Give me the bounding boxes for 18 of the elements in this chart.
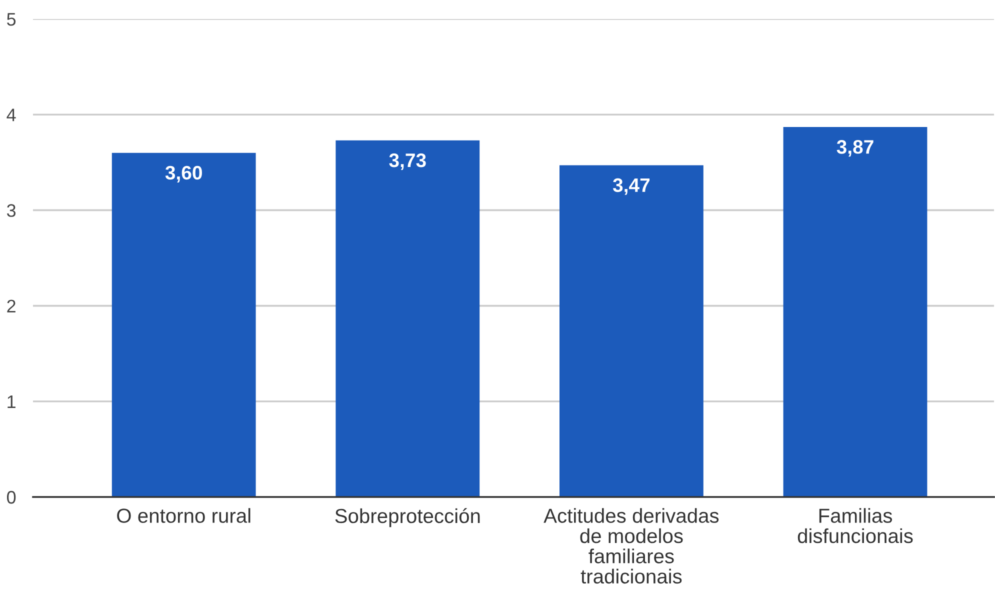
y-tick-label: 2 bbox=[7, 300, 16, 312]
x-tick-label: Sobreprotección bbox=[335, 508, 480, 528]
bar bbox=[112, 152, 256, 497]
data-label: 3,47 bbox=[612, 178, 650, 195]
bar bbox=[559, 165, 704, 497]
data-label: 3,73 bbox=[389, 153, 426, 170]
x-tick-label: O entorno rural bbox=[117, 508, 250, 523]
y-tick-label: 4 bbox=[6, 108, 16, 122]
bar bbox=[336, 140, 480, 497]
data-label: 3,60 bbox=[165, 166, 202, 182]
y-tick-label: 5 bbox=[7, 13, 16, 26]
data-label: 3,87 bbox=[836, 140, 874, 157]
y-tick-label: 1 bbox=[8, 396, 16, 408]
y-tick-label: 3 bbox=[6, 204, 16, 217]
x-tick-label: Actitudes derivadas de modelos familiares tradicionais bbox=[544, 508, 719, 584]
y-tick-label: 0 bbox=[7, 490, 16, 504]
x-tick-label: Familias disfuncionais bbox=[798, 508, 913, 544]
bar bbox=[783, 127, 928, 497]
